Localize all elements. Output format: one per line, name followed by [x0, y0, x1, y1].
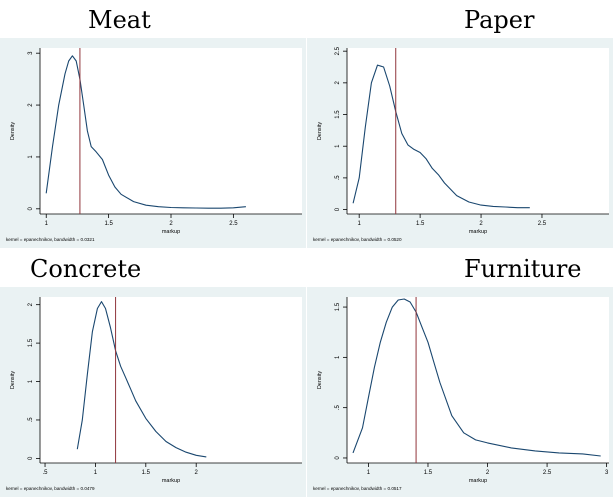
x-tick-label: 2 [479, 221, 483, 227]
x-axis-label: markup [469, 229, 487, 235]
y-tick-label: 0 [335, 456, 341, 460]
x-tick-label: 1 [358, 221, 362, 227]
kernel-note: kernel = epanechnikov, bandwidth = 0.052… [313, 237, 402, 242]
x-axis-label: markup [162, 478, 180, 484]
chart-furniture: 0 .5 1 1.5 1 1.5 2 2.5 3 Density markup kernel = ep… [307, 287, 613, 497]
x-tick-label: 1.5 [142, 470, 151, 476]
y-tick-label: 1 [335, 355, 341, 359]
chart-title: Meat [88, 6, 151, 34]
chart-meat: 0 1 2 3 1 1.5 2 2.5 Density markup kernel = epanec… [0, 38, 306, 248]
y-axis-label: Density [10, 371, 16, 390]
x-tick-label: 2 [195, 470, 199, 476]
plot-area [347, 48, 609, 214]
y-tick-label: 0 [28, 456, 34, 460]
chart-title: Furniture [464, 255, 582, 283]
y-axis-label: Density [317, 371, 323, 390]
x-tick-label: 1.5 [424, 470, 433, 476]
x-axis-label: markup [162, 229, 180, 235]
x-tick-label: 2 [486, 470, 490, 476]
y-tick-label: 2 [28, 103, 34, 107]
density-curve [76, 301, 207, 458]
panel-meat: Meat 0 1 2 3 1 1.5 2 2.5 Density markup kernel = e… [0, 0, 306, 248]
y-tick-label: 2.5 [335, 46, 341, 55]
plot-area [347, 297, 609, 463]
kernel-note: kernel = epanechnikov, bandwidth = 0.032… [6, 237, 95, 242]
y-tick-label: .5 [28, 417, 34, 423]
panel-paper: Paper 0 .5 1 1.5 2 2.5 1 1.5 2 2.5 Density markup ke… [307, 0, 613, 248]
x-tick-label: 1.5 [416, 221, 425, 227]
x-tick-label: 3 [605, 470, 609, 476]
chart-title: Paper [464, 6, 535, 34]
density-curve [352, 298, 601, 457]
plot-area [40, 297, 302, 463]
y-tick-label: 1 [28, 155, 34, 159]
y-tick-label: .5 [335, 175, 341, 181]
density-curve [45, 55, 246, 209]
y-tick-label: .5 [335, 405, 341, 411]
x-tick-label: 2.5 [543, 470, 552, 476]
chart-paper: 0 .5 1 1.5 2 2.5 1 1.5 2 2.5 Density markup kernel =… [307, 38, 613, 248]
y-tick-label: 2 [335, 81, 341, 85]
y-tick-label: 1 [28, 379, 34, 383]
y-tick-label: 1.5 [335, 302, 341, 311]
y-axis-label: Density [317, 122, 323, 141]
x-axis-label: markup [469, 478, 487, 484]
panel-concrete: Concrete 0 .5 1 1.5 2 .5 1 1.5 2 Density markup ker… [0, 249, 306, 497]
x-tick-label: .5 [43, 470, 49, 476]
x-tick-label: 1 [367, 470, 371, 476]
x-tick-label: 1 [94, 470, 98, 476]
density-curve [352, 64, 530, 209]
y-tick-label: 1.5 [28, 338, 34, 347]
chart-title: Concrete [30, 255, 142, 283]
kernel-note: kernel = epanechnikov, bandwidth = 0.047… [6, 486, 95, 491]
x-tick-label: 2 [169, 221, 173, 227]
y-tick-label: 2 [28, 302, 34, 306]
y-tick-label: 0 [335, 207, 341, 211]
y-tick-label: 0 [28, 206, 34, 210]
x-tick-label: 2.5 [538, 221, 547, 227]
y-tick-label: 3 [28, 51, 34, 55]
chart-concrete: 0 .5 1 1.5 2 .5 1 1.5 2 Density markup kernel = epa… [0, 287, 306, 497]
y-tick-label: 1.5 [335, 110, 341, 119]
plot-area [40, 48, 302, 214]
x-tick-label: 2.5 [229, 221, 238, 227]
x-tick-label: 1.5 [104, 221, 113, 227]
panel-furniture: Furniture 0 .5 1 1.5 1 1.5 2 2.5 3 Density markup k… [307, 249, 613, 497]
kernel-note: kernel = epanechnikov, bandwidth = 0.051… [313, 486, 402, 491]
y-axis-label: Density [10, 122, 16, 141]
x-tick-label: 1 [45, 221, 49, 227]
y-tick-label: 1 [335, 144, 341, 148]
